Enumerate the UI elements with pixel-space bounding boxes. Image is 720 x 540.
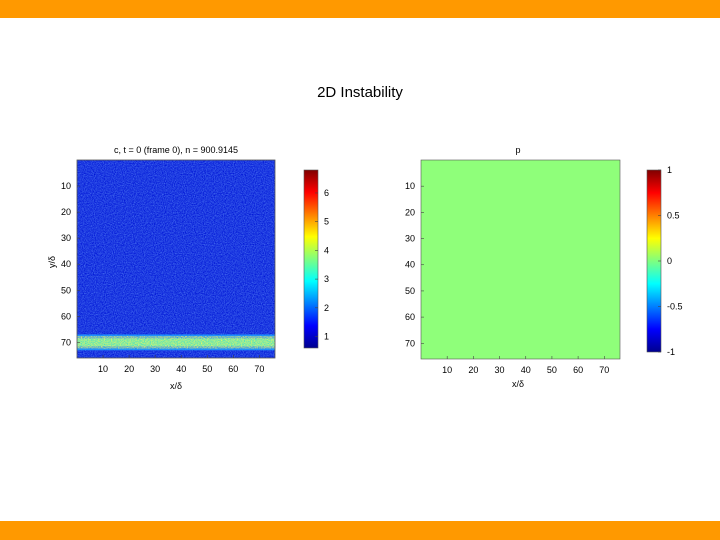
y-tick-label: 40 (405, 260, 415, 270)
x-tick-label: 40 (176, 364, 186, 374)
heatmap-frame (76, 159, 276, 359)
x-tick-label: 30 (495, 365, 505, 375)
colorbar-tick-label: -0.5 (667, 302, 683, 312)
heatmap-band-noise (77, 336, 275, 349)
y-tick-label: 60 (405, 312, 415, 322)
x-tick-label: 10 (442, 365, 452, 375)
y-axis-label: y/δ (47, 256, 57, 268)
colorbar-tick-label: 5 (324, 217, 329, 227)
x-tick-label: 50 (202, 364, 212, 374)
y-tick-label: 50 (61, 285, 71, 295)
x-tick-label: 50 (547, 365, 557, 375)
y-tick-label: 30 (405, 234, 415, 244)
x-tick-label: 40 (521, 365, 531, 375)
chart-concentration: c, t = 0 (frame 0), n = 900.9145 10 20 30 4… (47, 145, 329, 391)
chart-title: c, t = 0 (frame 0), n = 900.9145 (114, 145, 238, 155)
colorbar-tick-label: 1 (667, 165, 672, 175)
colorbar-tick-label: 2 (324, 303, 329, 313)
colorbar-tick-label: 0 (667, 256, 672, 266)
colorbar-tick-label: -1 (667, 347, 675, 357)
chart-pressure: p 10 20 30 40 50 60 70 10 20 30 40 50 60 70 x/δ 1 0.5… (405, 145, 683, 389)
x-tick-label: 60 (228, 364, 238, 374)
x-tick-label: 10 (98, 364, 108, 374)
colorbar-tick-label: 4 (324, 245, 329, 255)
colorbar (303, 169, 319, 349)
x-tick-label: 70 (254, 364, 264, 374)
slide-title: 2D Instability (317, 84, 403, 101)
y-tick-label: 20 (61, 207, 71, 217)
colorbar-tick-label: 3 (324, 274, 329, 284)
y-tick-label: 10 (405, 181, 415, 191)
colorbar-tick-label: 1 (324, 332, 329, 342)
y-tick-label: 20 (405, 207, 415, 217)
y-tick-label: 60 (61, 311, 71, 321)
x-axis-label: x/δ (170, 381, 182, 391)
x-tick-label: 20 (468, 365, 478, 375)
x-tick-label: 60 (573, 365, 583, 375)
top-accent-bar (0, 0, 720, 18)
y-tick-label: 30 (61, 233, 71, 243)
y-tick-label: 10 (61, 181, 71, 191)
chart-title: p (515, 145, 520, 155)
x-tick-label: 30 (150, 364, 160, 374)
x-axis-label: x/δ (512, 379, 524, 389)
x-tick-label: 20 (124, 364, 134, 374)
colorbar-tick-label: 0.5 (667, 211, 680, 221)
colorbar-tick-label: 6 (324, 188, 329, 198)
x-tick-label: 70 (599, 365, 609, 375)
heatmap-noise (77, 160, 275, 358)
y-tick-label: 70 (405, 338, 415, 348)
y-tick-label: 70 (61, 337, 71, 347)
heatmap-field (420, 159, 621, 360)
y-tick-label: 50 (405, 286, 415, 296)
y-tick-label: 40 (61, 259, 71, 269)
bottom-accent-bar (0, 521, 720, 540)
